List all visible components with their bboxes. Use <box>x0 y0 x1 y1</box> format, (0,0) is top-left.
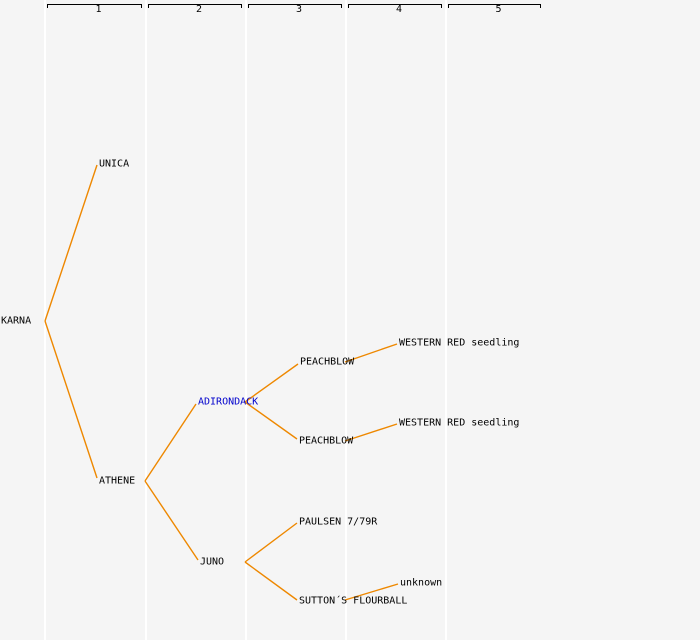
pedigree-node-adirondack[interactable]: ADIRONDACK <box>198 396 259 408</box>
pedigree-node-unica[interactable]: UNICA <box>99 158 130 170</box>
generation-bracket-1: 1 <box>47 4 142 15</box>
pedigree-edge-juno-suttons-flourball <box>244 561 298 601</box>
pedigree-node-western-red-seedling-2[interactable]: WESTERN RED seedling <box>399 417 520 429</box>
pedigree-node-paulsen-7-79r[interactable]: PAULSEN 7/79R <box>299 516 378 528</box>
pedigree-edge-juno-paulsen-7-79r <box>244 522 298 563</box>
pedigree-node-suttons-flourball[interactable]: SUTTON´S FLOURBALL <box>299 595 408 607</box>
pedigree-node-peachblow-2[interactable]: PEACHBLOW <box>299 435 354 447</box>
column-gridline <box>345 0 347 640</box>
column-gridline <box>145 0 147 640</box>
pedigree-edge-karna-athene <box>44 320 98 479</box>
column-gridline <box>445 0 447 640</box>
generation-bracket-3: 3 <box>248 4 342 15</box>
pedigree-node-peachblow-1[interactable]: PEACHBLOW <box>300 356 355 368</box>
pedigree-node-western-red-seedling-1[interactable]: WESTERN RED seedling <box>399 337 520 349</box>
generation-bracket-2: 2 <box>148 4 242 15</box>
pedigree-edge-suttons-flourball-unknown <box>344 583 399 601</box>
generation-bracket-4: 4 <box>348 4 442 15</box>
pedigree-edge-athene-adirondack <box>144 403 197 482</box>
generation-label: 5 <box>495 4 502 15</box>
pedigree-edge-peachblow-2-western-red-seedling-2 <box>344 423 398 442</box>
pedigree-edge-karna-unica <box>44 164 98 322</box>
generation-label: 3 <box>295 4 303 15</box>
pedigree-node-athene[interactable]: ATHENE <box>99 475 136 487</box>
pedigree-node-karna[interactable]: KARNA <box>1 315 32 327</box>
pedigree-node-juno[interactable]: JUNO <box>200 556 225 568</box>
generation-bracket-5: 5 <box>448 4 541 15</box>
pedigree-edge-adirondack-peachblow-2 <box>244 401 298 440</box>
pedigree-edge-adirondack-peachblow-1 <box>244 363 299 403</box>
pedigree-edge-athene-juno <box>144 480 199 561</box>
generation-label: 1 <box>95 4 102 15</box>
generation-label: 2 <box>195 4 203 15</box>
pedigree-edge-peachblow-1-western-red-seedling-1 <box>344 343 398 363</box>
generation-label: 4 <box>395 4 403 15</box>
column-gridline <box>245 0 247 640</box>
pedigree-node-unknown[interactable]: unknown <box>400 577 443 589</box>
